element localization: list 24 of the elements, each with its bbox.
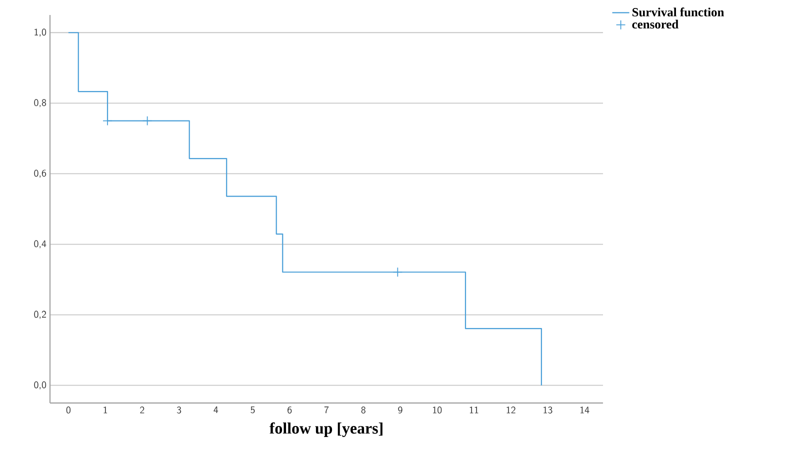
x-tick-label: 2 — [140, 406, 144, 414]
y-tick-label: 0,4 — [34, 240, 46, 248]
x-tick-label: 3 — [176, 406, 182, 414]
y-tick-label: 0,6 — [34, 170, 46, 178]
y-tick-label: 0,2 — [34, 310, 46, 319]
x-tick-label: 7 — [324, 406, 329, 414]
x-tick-label: 4 — [214, 406, 218, 414]
x-tick-label: 14 — [580, 406, 590, 414]
x-tick-label: 1 — [104, 406, 108, 414]
x-axis-title: follow up [years] — [270, 422, 382, 437]
y-tick-label: 0,0 — [34, 381, 46, 390]
x-tick-label: 13 — [544, 406, 552, 414]
y-tick-label: 1,0 — [34, 28, 46, 37]
x-tick-label: 5 — [250, 406, 255, 414]
x-tick-label: 9 — [398, 406, 402, 414]
legend-label: censored — [632, 20, 678, 29]
x-tick-label: 6 — [288, 406, 292, 414]
x-tick-label: 0 — [66, 406, 71, 414]
y-tick-label: 0,8 — [34, 99, 46, 108]
x-tick-label: 10 — [433, 406, 442, 414]
x-tick-label: 8 — [361, 406, 366, 414]
legend-label: Survival function — [632, 8, 724, 16]
x-tick-label: 12 — [506, 406, 516, 414]
x-tick-label: 11 — [470, 406, 478, 414]
